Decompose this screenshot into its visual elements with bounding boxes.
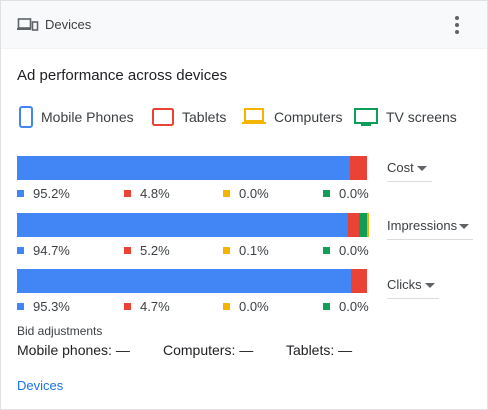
chevron-down-icon [425, 283, 435, 288]
share-label: 95.3% [33, 299, 70, 314]
cost-metric-dropdown[interactable]: Cost [387, 156, 432, 182]
tablet-icon [152, 108, 174, 126]
clicks-metric-dropdown[interactable]: Clicks [387, 273, 439, 299]
bid-adjustment-tablets: Tablets: — [286, 342, 353, 358]
mobile-segment [17, 213, 349, 237]
bid-adjustments-title: Bid adjustments [17, 324, 103, 338]
share-value: 94.7% [17, 243, 70, 258]
share-label: 94.7% [33, 243, 70, 258]
share-label: 95.2% [33, 186, 70, 201]
tablet-segment [350, 156, 367, 180]
legend-label: Tablets [182, 109, 227, 125]
cost-stacked-bar [17, 156, 367, 180]
legend-label: Mobile Phones [41, 109, 134, 125]
share-label: 0.0% [239, 186, 269, 201]
share-value: 5.2% [124, 243, 170, 258]
legend-mobile-phones: Mobile Phones [19, 105, 134, 129]
share-value: 0.0% [323, 243, 369, 258]
legend-swatch [223, 303, 230, 310]
impressions-stacked-bar [17, 213, 369, 237]
computer-segment [366, 213, 369, 237]
share-label: 4.8% [140, 186, 170, 201]
legend-swatch [223, 247, 230, 254]
legend-label: Computers [274, 109, 343, 125]
legend-swatch [124, 247, 131, 254]
card-title: Devices [45, 17, 92, 32]
legend-tablets: Tablets [152, 105, 226, 129]
dropdown-label: Clicks [387, 277, 422, 292]
share-value: 0.0% [323, 186, 369, 201]
legend-label: TV screens [386, 109, 457, 125]
tv-screen-icon [354, 107, 378, 126]
devices-report-link[interactable]: Devices [17, 378, 64, 393]
legend-swatch [323, 247, 330, 254]
share-label: 4.7% [140, 299, 170, 314]
legend-tv-screens: TV screens [354, 105, 457, 129]
share-value: 0.0% [323, 299, 369, 314]
bid-adjustment-computers: Computers: — [163, 342, 254, 358]
dropdown-label: Impressions [387, 218, 458, 233]
legend-swatch [124, 303, 131, 310]
share-label: 5.2% [140, 243, 170, 258]
share-label: 0.0% [339, 299, 369, 314]
devices-icon [17, 18, 39, 31]
impressions-metric-dropdown[interactable]: Impressions [387, 214, 473, 240]
legend-swatch [323, 190, 330, 197]
share-label: 0.0% [339, 186, 369, 201]
share-label: 0.1% [239, 243, 269, 258]
legend-computers: Computers [242, 105, 342, 129]
section-title: Ad performance across devices [17, 67, 228, 84]
share-value: 4.8% [124, 186, 170, 201]
share-label: 0.0% [239, 299, 269, 314]
mobile-segment [17, 269, 351, 293]
share-value: 4.7% [124, 299, 170, 314]
bid-adjustment-mobile: Mobile phones: — [17, 342, 130, 358]
legend-swatch [17, 303, 24, 310]
share-value: 0.0% [223, 186, 269, 201]
legend-swatch [17, 190, 24, 197]
share-value: 95.2% [17, 186, 70, 201]
clicks-stacked-bar [17, 269, 367, 293]
share-value: 0.0% [223, 299, 269, 314]
share-label: 0.0% [339, 243, 369, 258]
legend-swatch [323, 303, 330, 310]
more-options-icon[interactable] [447, 13, 467, 37]
legend-swatch [124, 190, 131, 197]
tv-segment [359, 213, 367, 237]
chevron-down-icon [417, 166, 427, 171]
legend-swatch [223, 190, 230, 197]
share-value: 95.3% [17, 299, 70, 314]
computer-icon [242, 108, 266, 124]
tablet-segment [350, 269, 367, 293]
dropdown-label: Cost [387, 160, 414, 175]
mobile-segment [17, 156, 351, 180]
legend-swatch [17, 247, 24, 254]
chevron-down-icon [459, 224, 469, 229]
share-value: 0.1% [223, 243, 269, 258]
card-header: Devices [1, 1, 487, 49]
mobile-phone-icon [19, 106, 33, 128]
